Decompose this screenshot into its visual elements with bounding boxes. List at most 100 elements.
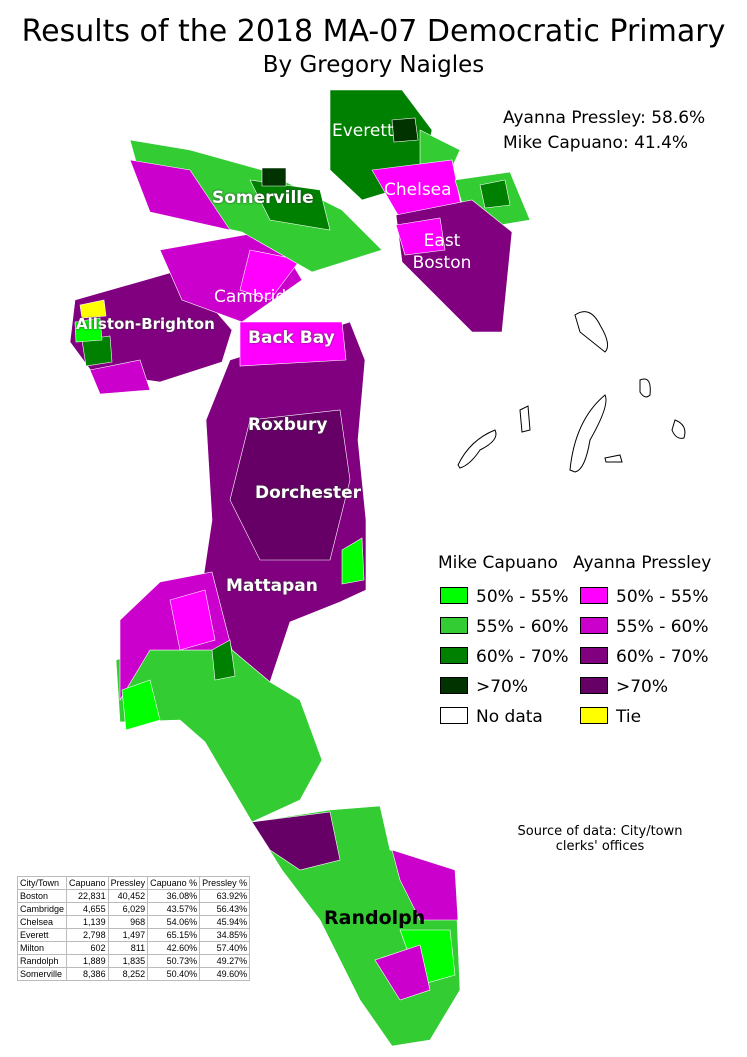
- island: [671, 419, 686, 439]
- map-label: Roxbury: [248, 415, 328, 435]
- table-cell: 43.57%: [147, 902, 201, 916]
- title: Results of the 2018 MA-07 Democratic Pri…: [21, 14, 726, 49]
- legend-swatch: [440, 617, 468, 634]
- table-cell: Randolph: [16, 954, 68, 968]
- table-cell: 4,655: [66, 902, 109, 916]
- table-row: Milton 602 811 42.60% 57.40%: [16, 941, 251, 955]
- table-cell: 1,835: [107, 954, 149, 968]
- table-cell: 50.40%: [147, 967, 201, 981]
- region: [239, 321, 347, 367]
- map-label: Dorchester: [255, 483, 362, 503]
- legend-label: 50% - 55%: [616, 587, 709, 607]
- legend-label: Tie: [616, 707, 642, 727]
- table-cell: 602: [66, 941, 109, 955]
- island: [639, 378, 651, 398]
- legend-item: 55% - 60%: [580, 617, 709, 637]
- legend-item: Tie: [580, 707, 641, 727]
- table-cell: 49.27%: [199, 954, 251, 968]
- legend-swatch: [580, 707, 608, 724]
- table-row: Somerville 8,386 8,252 50.40% 49.60%: [16, 967, 251, 981]
- map-label: Cambridge: [214, 287, 308, 307]
- region: [79, 299, 107, 319]
- region: [374, 944, 431, 1001]
- summary: Ayanna Pressley: 58.6%: [503, 108, 706, 128]
- map-label: Mattapan: [226, 576, 318, 596]
- region: [479, 179, 511, 209]
- table-cell: 50.73%: [147, 954, 201, 968]
- legend-swatch: [580, 617, 608, 634]
- legend-swatch: [580, 587, 608, 604]
- region: [115, 649, 323, 823]
- region: [391, 849, 459, 921]
- results-table: City/Town Capuano Pressley Capuano % Pressle…: [16, 876, 251, 981]
- legend-item: 50% - 55%: [440, 587, 569, 607]
- table-row: Randolph 1,889 1,835 50.73% 49.27%: [16, 954, 251, 968]
- legend-label: 55% - 60%: [616, 617, 709, 637]
- legend-swatch: [580, 647, 608, 664]
- table-row: Chelsea 1,139 968 54.06% 45.94%: [16, 915, 251, 929]
- legend-label: >70%: [476, 677, 529, 697]
- island: [604, 454, 623, 463]
- table-header: City/Town Capuano Pressley Capuano % Pressle…: [16, 876, 251, 890]
- legend-swatch: [580, 677, 608, 694]
- table-cell: 968: [107, 915, 149, 929]
- legend-item: >70%: [580, 677, 668, 697]
- table-cell: 57.40%: [199, 941, 251, 955]
- region: [169, 589, 216, 651]
- legend-item: 60% - 70%: [440, 647, 569, 667]
- legend-label: 60% - 70%: [476, 647, 569, 667]
- header-cell: City/Town: [16, 876, 68, 890]
- table-cell: 36.08%: [147, 889, 201, 903]
- region: [249, 179, 331, 231]
- table-cell: 22,831: [66, 889, 109, 903]
- legend-label: 60% - 70%: [616, 647, 709, 667]
- legend-label: 55% - 60%: [476, 617, 569, 637]
- table-cell: 6,029: [107, 902, 149, 916]
- island: [457, 429, 497, 469]
- legend-header: Mike Capuano: [438, 553, 558, 573]
- table-cell: 40,452: [107, 889, 149, 903]
- header-cell: Capuano %: [147, 876, 201, 890]
- region: [341, 537, 365, 585]
- legend-item: 50% - 55%: [580, 587, 709, 607]
- table-cell: 34.85%: [199, 928, 251, 942]
- legend-label: 50% - 55%: [476, 587, 569, 607]
- legend-label: No data: [476, 707, 543, 727]
- legend-item: 60% - 70%: [580, 647, 709, 667]
- table-row: Cambridge 4,655 6,029 43.57% 56.43%: [16, 902, 251, 916]
- island: [519, 405, 531, 433]
- region: [229, 409, 351, 561]
- region: [89, 359, 151, 395]
- legend-swatch: [440, 707, 468, 724]
- legend-label: >70%: [616, 677, 669, 697]
- table-row: Everett 2,798 1,497 65.15% 34.85%: [16, 928, 251, 942]
- table-cell: 1,889: [66, 954, 109, 968]
- table-cell: 2,798: [66, 928, 109, 942]
- region: [261, 167, 287, 187]
- table-cell: 54.06%: [147, 915, 201, 929]
- map-label: Everett: [332, 121, 394, 141]
- island: [569, 394, 607, 473]
- map-label: East Boston: [412, 231, 472, 273]
- region: [395, 217, 446, 256]
- table-cell: 63.92%: [199, 889, 251, 903]
- legend-header: Ayanna Pressley: [573, 553, 712, 573]
- table-cell: 8,252: [107, 967, 149, 981]
- summary: Mike Capuano: 41.4%: [503, 133, 689, 153]
- island: [574, 311, 609, 353]
- region: [74, 317, 103, 343]
- table-row: Boston 22,831 40,452 36.08% 63.92%: [16, 889, 251, 903]
- table-cell: 811: [107, 941, 149, 955]
- legend-item: No data: [440, 707, 543, 727]
- header-cell: Capuano: [66, 876, 109, 890]
- table-cell: Milton: [16, 941, 68, 955]
- table-cell: 45.94%: [199, 915, 251, 929]
- header-cell: Pressley %: [199, 876, 251, 890]
- table-cell: 49.60%: [199, 967, 251, 981]
- table-cell: Cambridge: [16, 902, 68, 916]
- region: [391, 117, 419, 143]
- legend-item: >70%: [440, 677, 528, 697]
- table-cell: Chelsea: [16, 915, 68, 929]
- table-cell: Boston: [16, 889, 68, 903]
- subtitle: By Gregory Naigles: [262, 52, 485, 78]
